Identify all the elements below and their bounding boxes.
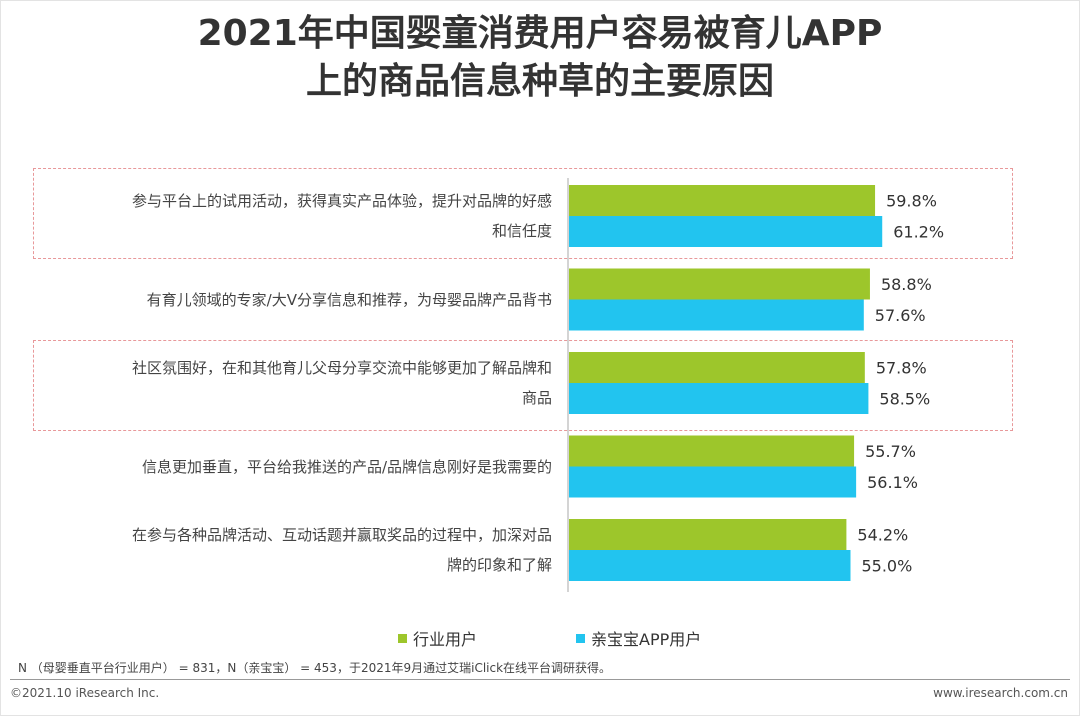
category-label-line: 商品 [521,389,552,407]
bar-qinbaobao [569,216,883,247]
category-label-line: 社区氛围好，在和其他育儿父母分享交流中能够更加了解品牌和 [131,359,552,377]
value-label-qinbaobao: 57.6% [875,306,926,325]
website-link[interactable]: www.iresearch.com.cn [933,686,1068,700]
bar-industry [569,352,865,383]
legend-label-industry: 行业用户 [413,630,478,649]
value-label-qinbaobao: 56.1% [867,473,918,492]
value-label-qinbaobao: 55.0% [861,557,912,576]
category-label-line: 牌的印象和了解 [446,556,552,574]
chart-title-line-2: 上的商品信息种草的主要原因 [305,61,774,102]
legend-swatch-industry [398,633,407,643]
value-label-industry: 54.2% [857,526,908,545]
highlight-box-1 [33,168,1013,259]
value-label-industry: 57.8% [876,359,927,378]
value-label-qinbaobao: 61.2% [893,223,944,242]
category-label-line: 和信任度 [491,222,552,240]
chart-title-line-1: 2021年中国婴童消费用户容易被育儿APP [197,13,883,54]
bar-industry [569,185,876,216]
value-label-industry: 59.8% [886,192,937,211]
category-label: 信息更加垂直，平台给我推送的产品/品牌信息刚好是我需要的 [60,452,552,482]
value-label-qinbaobao: 58.5% [879,390,930,409]
value-label-industry: 55.7% [865,442,916,461]
legend-item-qinbaobao: 亲宝宝APP用户 [576,626,701,650]
category-label: 参与平台上的试用活动，获得真实产品体验，提升对品牌的好感和信任度 [60,186,552,246]
bar-qinbaobao [569,299,864,331]
bar-qinbaobao [569,550,851,581]
chart-title: 2021年中国婴童消费用户容易被育儿APP 上的商品信息种草的主要原因 [0,10,1080,106]
category-label-line: 有育儿领域的专家/大V分享信息和推荐，为母婴品牌产品背书 [146,290,552,309]
bar-industry [569,268,870,300]
category-label-line: 参与平台上的试用活动，获得真实产品体验，提升对品牌的好感 [131,192,552,210]
category-label-line: 信息更加垂直，平台给我推送的产品/品牌信息刚好是我需要的 [141,457,552,476]
legend-item-industry: 行业用户 [398,626,477,650]
sample-note: N （母婴垂直平台行业用户） = 831，N（亲宝宝） = 453，于2021年… [18,661,612,675]
bar-qinbaobao [569,466,857,498]
category-label: 社区氛围好，在和其他育儿父母分享交流中能够更加了解品牌和商品 [60,353,552,413]
bar-industry [569,435,855,467]
category-label: 有育儿领域的专家/大V分享信息和推荐，为母婴品牌产品背书 [60,285,552,315]
category-label-line: 在参与各种品牌活动、互动话题并赢取奖品的过程中，加深对品 [131,526,552,544]
highlight-box-2 [33,340,1013,431]
legend-swatch-qinbaobao [576,633,585,643]
bar-chart: 59.8% 61.2% 58.8% 57.6% 57.8% 58.5% 55.7% 56.1%… [567,178,944,592]
bar-qinbaobao [569,383,869,414]
legend-label-qinbaobao: 亲宝宝APP用户 [591,630,702,649]
bar-industry [569,519,847,550]
value-label-industry: 58.8% [881,275,932,294]
copyright: ©2021.10 iResearch Inc. [10,686,160,700]
footer-divider [10,679,1070,680]
category-label: 在参与各种品牌活动、互动话题并赢取奖品的过程中，加深对品牌的印象和了解 [60,520,552,580]
